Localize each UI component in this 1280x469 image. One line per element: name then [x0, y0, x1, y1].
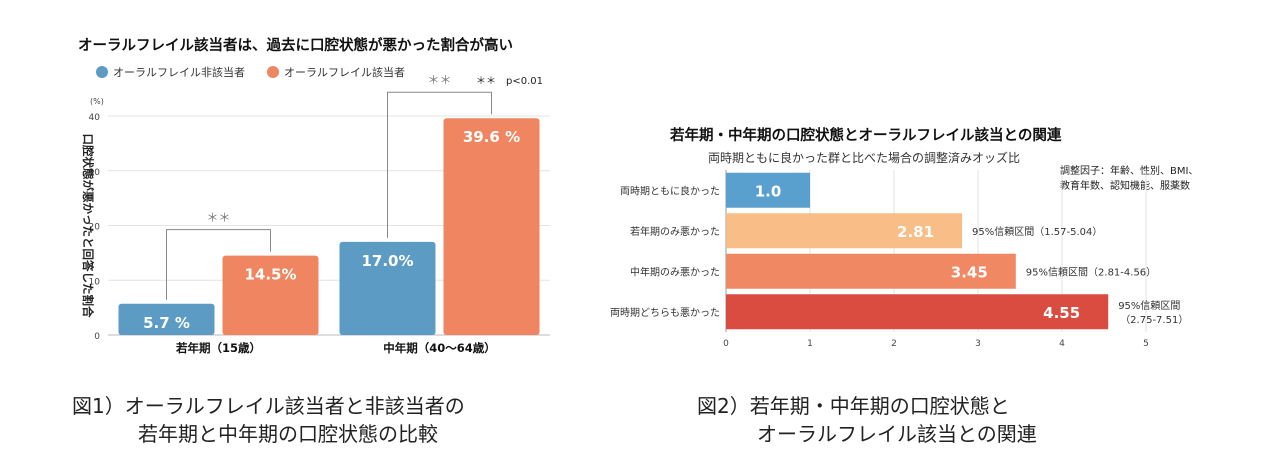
bar-odds-ratio — [726, 294, 1109, 330]
bar-odds-ratio — [726, 172, 810, 208]
x-tick-label: 3 — [975, 339, 981, 349]
legend-swatch-non — [96, 66, 108, 78]
legend-item-non: オーラルフレイル非該当者 — [96, 64, 245, 80]
figure1-bar-chart: 0 10 20 30 40 (%) 口腔状態が悪かったと回答した割合 5.7 % 14.5% ＊＊… — [81, 73, 550, 355]
y-category-label: 中年期のみ悪かった — [630, 265, 720, 278]
figure2-caption-line2: オーラルフレイル該当との関連 — [757, 422, 1037, 446]
figure2-caption-line1: 図2）若年期・中年期の口腔状態と — [697, 394, 1010, 418]
adjustment-factors-line1: 調整因子：年齢、性別、BMI、 — [1060, 166, 1199, 177]
figure2-panel: 若年期・中年期の口腔状態とオーラルフレイル該当との関連 両時期ともに良かった群と… — [590, 118, 1230, 358]
y-unit-label: (%) — [90, 97, 104, 106]
x-tick-label: 2 — [891, 339, 897, 349]
significance-bracket — [166, 229, 271, 300]
bar-odds-ratio — [726, 213, 963, 249]
bar-odds-ratio — [726, 253, 1016, 289]
y-category-label: 若年期のみ悪かった — [630, 225, 720, 238]
bar-yes — [443, 118, 540, 335]
x-tick-label: 4 — [1059, 339, 1065, 349]
figure2-title: 若年期・中年期の口腔状態とオーラルフレイル該当との関連 — [670, 128, 1062, 144]
y-axis-label: 口腔状態が悪かったと回答した割合 — [81, 134, 95, 318]
adjustment-factors: 調整因子：年齢、性別、BMI、 教育年数、認知機能、服薬数 — [1060, 164, 1198, 194]
bar-value-label: 39.6 % — [463, 128, 520, 146]
significance-note: ＊＊ p<0.01 — [476, 76, 543, 87]
y-tick-label: 0 — [94, 332, 100, 342]
ci-label-range: （2.75-7.51） — [1120, 314, 1188, 326]
ci-label: 95%信頼区間（1.57-5.04） — [972, 226, 1102, 238]
x-tick-label: 0 — [723, 339, 729, 349]
bar-yes — [222, 255, 319, 335]
adjustment-factors-line2: 教育年数、認知機能、服薬数 — [1060, 181, 1190, 192]
figure1-title: オーラルフレイル該当者は、過去に口腔状態が悪かった割合が高い — [78, 38, 513, 54]
y-category-label: 両時期どちらも悪かった — [610, 307, 720, 319]
bar-value-label: 2.81 — [897, 223, 934, 241]
x-tick-label: 5 — [1143, 339, 1149, 349]
x-category-label: 若年期（15歳） — [176, 341, 261, 355]
legend-label-non: オーラルフレイル非該当者 — [113, 66, 245, 79]
figure1-panel: オーラルフレイル該当者は、過去に口腔状態が悪かった割合が高い オーラルフレイル非… — [60, 30, 570, 370]
bar-value-label: 14.5% — [244, 266, 296, 284]
figure2-subtitle: 両時期ともに良かった群と比べた場合の調整済みオッズ比 — [708, 151, 1021, 165]
bar-value-label: 3.45 — [951, 263, 988, 281]
y-tick-label: 40 — [89, 113, 101, 123]
x-tick-label: 1 — [807, 339, 813, 349]
figure1-legend: オーラルフレイル非該当者 オーラルフレイル該当者 — [96, 64, 427, 80]
bar-value-label: 4.55 — [1043, 304, 1080, 322]
bar-non — [339, 241, 436, 335]
figure1-caption-line2: 若年期と中年期の口腔状態の比較 — [138, 422, 438, 446]
ci-label: 95%信頼区間（2.81-4.56） — [1026, 266, 1156, 278]
y-tick-label: 20 — [89, 223, 101, 233]
figure2-caption: 図2）若年期・中年期の口腔状態と オーラルフレイル該当との関連 — [697, 392, 1037, 448]
legend-item-yes: オーラルフレイル該当者 — [267, 64, 405, 80]
x-category-label: 中年期（40〜64歳） — [383, 341, 496, 355]
bar-value-label: 5.7 % — [143, 314, 190, 332]
y-tick-label: 10 — [89, 277, 101, 287]
y-tick-label: 30 — [89, 168, 101, 178]
legend-swatch-yes — [267, 66, 279, 78]
figure1-caption: 図1）オーラルフレイル該当者と非該当者の 若年期と中年期の口腔状態の比較 — [72, 392, 465, 448]
ci-label: 95%信頼区間 — [1118, 300, 1180, 312]
y-category-label: 両時期ともに良かった — [620, 184, 720, 197]
significance-mark: ＊＊ — [206, 211, 230, 225]
bar-value-label: 17.0% — [361, 252, 413, 270]
significance-bracket — [387, 91, 492, 238]
bar-value-label: 1.0 — [755, 182, 782, 200]
significance-mark: ＊＊ — [427, 73, 451, 87]
legend-label-yes: オーラルフレイル該当者 — [284, 66, 405, 79]
bar-non — [118, 303, 215, 335]
figure1-caption-line1: 図1）オーラルフレイル該当者と非該当者の — [72, 394, 465, 418]
